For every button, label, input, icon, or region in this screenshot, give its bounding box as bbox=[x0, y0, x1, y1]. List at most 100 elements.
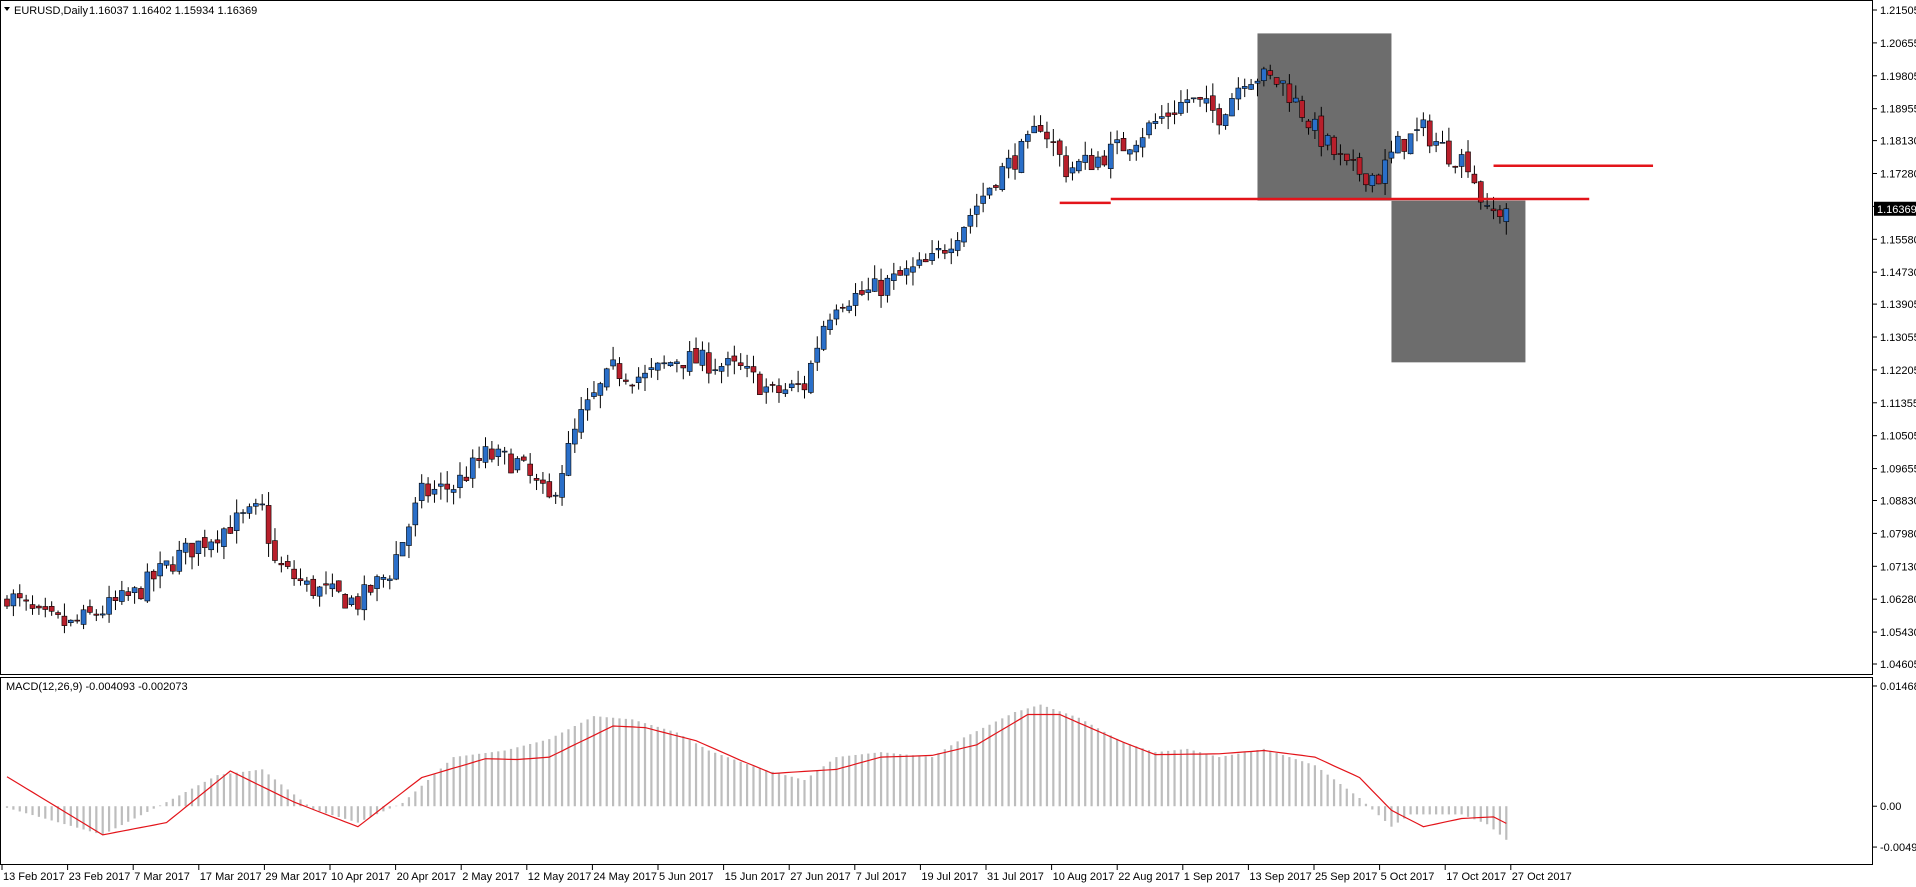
candle-body bbox=[731, 355, 738, 362]
price-axis[interactable]: 1.21505 1.20655 1.19805 1.18955 1.18130 1.172… bbox=[1872, 5, 1916, 671]
candle-body bbox=[865, 289, 872, 293]
candle-body bbox=[1395, 135, 1401, 154]
time-tick-label: 29 Mar 2017 bbox=[265, 871, 327, 883]
level-lines[interactable] bbox=[1059, 164, 1654, 205]
time-tick-label: 27 Jun 2017 bbox=[790, 871, 851, 883]
candle-body bbox=[291, 568, 297, 580]
candle-body bbox=[897, 270, 904, 276]
candle-body bbox=[304, 580, 310, 585]
candle-body bbox=[138, 588, 144, 600]
candle-body bbox=[1286, 83, 1293, 103]
candle-body bbox=[1337, 153, 1344, 155]
candle-body bbox=[265, 505, 272, 544]
candle-body bbox=[1197, 97, 1203, 100]
candle-body bbox=[572, 428, 578, 445]
candle-body bbox=[1127, 149, 1133, 155]
candle-body bbox=[1088, 155, 1095, 171]
candle-body bbox=[170, 564, 176, 572]
candle-body bbox=[629, 384, 636, 387]
time-tick-label: 13 Feb 2017 bbox=[3, 871, 65, 883]
candle-body bbox=[1375, 174, 1382, 185]
time-axis[interactable]: 13 Feb 2017 23 Feb 2017 7 Mar 2017 17 Mar 2… bbox=[1, 865, 1572, 883]
candle-body bbox=[801, 383, 808, 391]
price-tick-label: 1.10505 bbox=[1880, 431, 1916, 443]
candle-body bbox=[380, 577, 387, 580]
time-tick-label: 7 Jul 2017 bbox=[856, 871, 907, 883]
candle-body bbox=[195, 540, 202, 554]
candle-body bbox=[144, 571, 151, 602]
candle-body bbox=[501, 450, 508, 453]
candle-body bbox=[1107, 143, 1114, 169]
candle-body bbox=[744, 365, 750, 369]
candle-body bbox=[520, 456, 527, 461]
candle-body bbox=[1497, 209, 1503, 217]
candle-body bbox=[540, 479, 546, 484]
candle-body bbox=[1350, 159, 1356, 161]
candle-body bbox=[718, 366, 725, 372]
candle-body bbox=[693, 347, 699, 364]
candle-body bbox=[374, 576, 380, 589]
chevron-down-icon[interactable] bbox=[4, 7, 10, 11]
candle-body bbox=[1031, 125, 1037, 134]
candle-body bbox=[610, 359, 616, 367]
candle-body bbox=[431, 488, 438, 495]
time-tick-label: 25 Sep 2017 bbox=[1315, 871, 1377, 883]
candle-body bbox=[444, 483, 451, 490]
candle-body bbox=[463, 476, 470, 481]
candle-body bbox=[884, 277, 891, 296]
candle-body bbox=[1382, 159, 1388, 184]
candle-body bbox=[208, 541, 214, 551]
candles bbox=[4, 64, 1510, 634]
candle-body bbox=[335, 580, 342, 592]
time-tick-label: 5 Jun 2017 bbox=[659, 871, 713, 883]
candle-body bbox=[157, 563, 163, 577]
candle-body bbox=[559, 473, 565, 498]
candle-body bbox=[603, 368, 610, 388]
candle-body bbox=[176, 549, 183, 572]
candle-body bbox=[189, 542, 195, 558]
candle-body bbox=[1458, 154, 1465, 167]
time-tick-label: 17 Mar 2017 bbox=[200, 871, 262, 883]
candle-body bbox=[1363, 173, 1369, 186]
candle-body bbox=[508, 453, 514, 474]
candle-body bbox=[323, 583, 329, 586]
candle-body bbox=[125, 591, 132, 596]
candle-body bbox=[1280, 80, 1286, 84]
selection-rectangles[interactable] bbox=[1257, 33, 1526, 363]
candle-body bbox=[1178, 101, 1184, 114]
time-tick-label: 13 Sep 2017 bbox=[1249, 871, 1311, 883]
candle-body bbox=[623, 379, 629, 382]
macd-tick-label: 0.014682 bbox=[1880, 681, 1916, 693]
candle-body bbox=[348, 597, 355, 606]
candle-body bbox=[29, 604, 36, 609]
candle-body bbox=[661, 362, 667, 365]
candle-body bbox=[489, 448, 495, 460]
macd-pane bbox=[0, 677, 1873, 865]
candle-body bbox=[833, 309, 840, 320]
time-tick-label: 1 Sep 2017 bbox=[1184, 871, 1240, 883]
candle-body bbox=[591, 392, 597, 397]
candle-body bbox=[1446, 140, 1452, 165]
candle-body bbox=[1465, 151, 1471, 173]
price-tick-label: 1.21505 bbox=[1880, 5, 1916, 17]
candle-body bbox=[1165, 112, 1171, 117]
price-tick-label: 1.12205 bbox=[1880, 365, 1916, 377]
candle-body bbox=[878, 279, 884, 297]
candle-body bbox=[221, 528, 227, 547]
candle-body bbox=[1261, 68, 1267, 82]
candle-body bbox=[565, 443, 572, 476]
candle-body bbox=[1356, 157, 1363, 175]
candle-body bbox=[418, 482, 425, 501]
candle-body bbox=[597, 383, 604, 396]
candle-body bbox=[967, 215, 974, 227]
candle-body bbox=[1318, 115, 1325, 147]
candle-body bbox=[654, 362, 661, 371]
price-tick-label: 1.17280 bbox=[1880, 169, 1916, 181]
candle-body bbox=[10, 593, 17, 607]
candle-body bbox=[986, 187, 993, 196]
candle-body bbox=[788, 383, 795, 388]
candle-body bbox=[782, 389, 789, 394]
gray-box bbox=[1391, 200, 1526, 363]
candle-body bbox=[246, 506, 253, 514]
